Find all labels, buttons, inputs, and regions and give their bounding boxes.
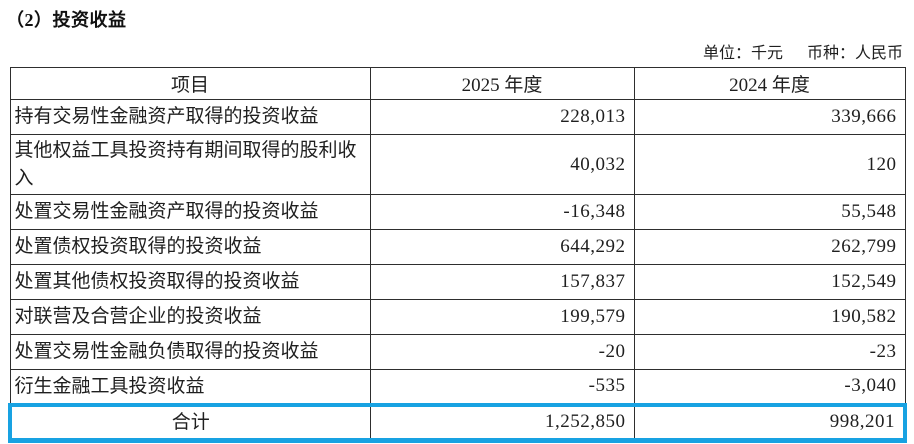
row-label: 处置债权投资取得的投资收益 xyxy=(9,229,371,266)
table-row: 处置交易性金融负债取得的投资收益 -20 -23 xyxy=(9,334,906,371)
row-label: 衍生金融工具投资收益 xyxy=(9,369,371,406)
table-row: 处置其他债权投资取得的投资收益 157,837 152,549 xyxy=(9,264,906,301)
value-2024: 120 xyxy=(633,133,906,196)
row-label: 处置其他债权投资取得的投资收益 xyxy=(9,264,371,301)
table-row: 其他权益工具投资持有期间取得的股利收入 40,032 120 xyxy=(9,133,906,196)
unit-line: 单位：千元 币种：人民币 xyxy=(0,39,903,63)
row-label: 对联营及合营企业的投资收益 xyxy=(9,299,371,336)
investment-income-table: 项目 2025 年度 2024 年度 持有交易性金融资产取得的投资收益 228,0… xyxy=(8,67,907,444)
header-row: 项目 2025 年度 2024 年度 xyxy=(9,67,906,100)
table-row: 处置债权投资取得的投资收益 644,292 262,799 xyxy=(9,229,906,266)
value-2024: -3,040 xyxy=(633,369,906,406)
value-2024: 55,548 xyxy=(633,194,906,231)
value-2024: -23 xyxy=(633,334,906,371)
value-2025: 228,013 xyxy=(369,99,635,135)
value-2024: 339,666 xyxy=(633,99,906,135)
table-body: 持有交易性金融资产取得的投资收益 228,013 339,666 其他权益工具投资持有… xyxy=(8,99,907,444)
value-2025: 1,252,850 xyxy=(369,402,635,444)
value-2025: -16,348 xyxy=(369,194,635,231)
value-2024: 998,201 xyxy=(633,402,907,444)
table-row: 持有交易性金融资产取得的投资收益 228,013 339,666 xyxy=(9,99,906,135)
value-2025: 644,292 xyxy=(369,229,635,266)
unit-label: 单位：千元 xyxy=(702,45,783,62)
row-label: 持有交易性金融资产取得的投资收益 xyxy=(9,99,371,135)
row-label: 处置交易性金融资产取得的投资收益 xyxy=(9,194,371,231)
table-row: 处置交易性金融资产取得的投资收益 -16,348 55,548 xyxy=(9,194,906,231)
value-2024: 262,799 xyxy=(633,229,906,266)
value-2025: 157,837 xyxy=(369,264,635,301)
row-label: 合计 xyxy=(8,402,371,444)
table-row: 衍生金融工具投资收益 -535 -3,040 xyxy=(9,369,906,406)
value-2025: 199,579 xyxy=(369,299,635,336)
value-2025: -20 xyxy=(369,334,635,371)
value-2024: 190,582 xyxy=(633,299,906,336)
table-row: 对联营及合营企业的投资收益 199,579 190,582 xyxy=(9,299,906,336)
row-label: 其他权益工具投资持有期间取得的股利收入 xyxy=(9,133,371,196)
currency-label: 币种：人民币 xyxy=(806,45,903,62)
total-row: 合计 1,252,850 998,201 xyxy=(8,402,907,444)
value-2025: 40,032 xyxy=(369,133,635,196)
col-header-2024: 2024 年度 xyxy=(633,67,906,100)
table-header: 项目 2025 年度 2024 年度 xyxy=(9,67,906,100)
section-title: （2）投资收益 xyxy=(6,10,127,30)
value-2024: 152,549 xyxy=(633,264,906,301)
row-label: 处置交易性金融负债取得的投资收益 xyxy=(9,334,371,371)
col-header-2025: 2025 年度 xyxy=(369,67,635,100)
value-2025: -535 xyxy=(369,369,635,406)
col-header-item: 项目 xyxy=(9,67,371,100)
